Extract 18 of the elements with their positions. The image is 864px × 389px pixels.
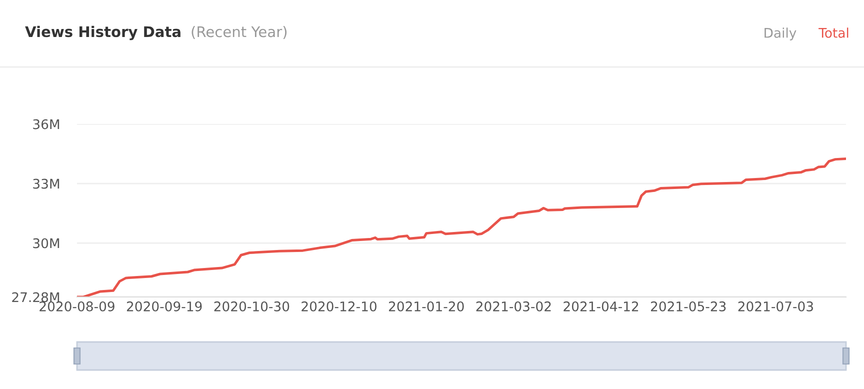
line-series xyxy=(77,157,846,297)
x-tick-label: 2020-12-10 xyxy=(302,301,376,312)
text: Daily xyxy=(764,28,796,40)
y-tick-label: 27.28M xyxy=(12,292,60,302)
x-tick-label: 2021-04-12 xyxy=(564,301,638,312)
x-tick-label: 2021-01-20 xyxy=(388,301,464,312)
x-tick-label: 2021-05-23 xyxy=(650,301,726,312)
y-tick-label: 36M xyxy=(33,119,60,130)
x-tick-label: 2021-03-02 xyxy=(476,301,551,312)
y-tick-label: 30M xyxy=(33,238,60,248)
x-tick-label: 2020-10-30 xyxy=(214,301,290,312)
chart-title: Views History Data xyxy=(25,26,180,40)
y-tick-label: 33M xyxy=(33,178,60,189)
chart-subtitle: (Recent Year) xyxy=(192,26,287,39)
x-tick-label: 2021-07-03 xyxy=(738,301,813,312)
x-tick-label: 2020-08-09 xyxy=(40,301,114,312)
text: Total xyxy=(818,28,848,38)
x-tick-label: 2020-09-19 xyxy=(126,301,202,312)
